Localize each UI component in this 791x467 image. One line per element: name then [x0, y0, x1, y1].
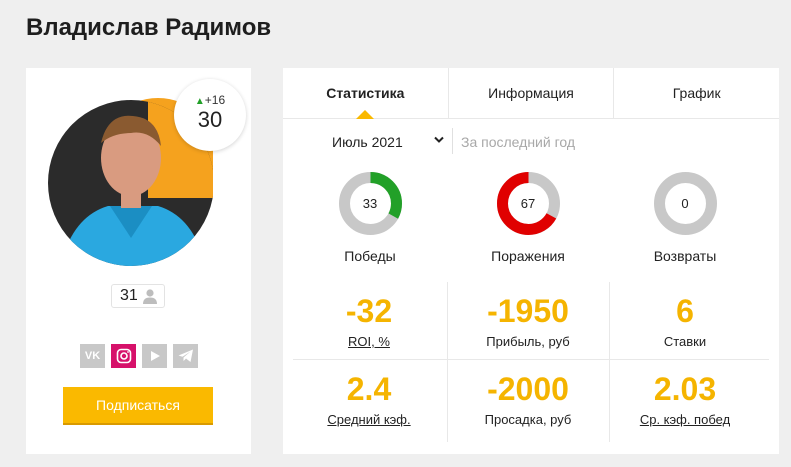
refunds-label: Возвраты [653, 248, 717, 264]
metric-avg-win-odds: 2.03 Ср. кэф. побед [610, 370, 760, 427]
tab-information[interactable]: Информация [449, 68, 615, 118]
divider [293, 359, 769, 360]
metric-drawdown: -2000 Просадка, руб [484, 371, 572, 427]
subscribe-button[interactable]: Подписаться [63, 387, 213, 425]
arrow-up-icon: ▲ [194, 96, 205, 107]
period-range-input[interactable]: За последний год [461, 134, 576, 150]
avatar-container [48, 88, 213, 268]
telegram-icon[interactable] [173, 344, 198, 368]
metric-roi: -32 ROI, % [294, 292, 444, 349]
wins-label: Победы [344, 248, 396, 264]
refunds-donut: 0 Возвраты [620, 170, 750, 264]
profile-card: ▲+16 30 31 VK Подписаться [26, 68, 251, 454]
period-divider [452, 128, 453, 154]
donut-track [653, 172, 717, 235]
avg-odds-link[interactable]: Средний кэф. [327, 412, 411, 427]
active-tab-indicator [356, 110, 375, 119]
rating-delta-value: +16 [204, 93, 226, 107]
metric-bets: 6 Ставки [663, 293, 707, 349]
wins-donut: 33 Победы [305, 170, 435, 264]
rating-badge: ▲+16 30 [174, 79, 246, 151]
roi-link[interactable]: ROI, % [348, 334, 390, 349]
tab-statistics[interactable]: Статистика [283, 68, 449, 119]
followers-count[interactable]: 31 [111, 284, 165, 308]
page-title: Владислав Радимов [26, 14, 272, 41]
user-icon [143, 289, 157, 304]
stats-card: Статистика Информация График Июль 2021 З… [283, 68, 779, 454]
rating-value: 30 [197, 107, 223, 132]
donut-fill [338, 172, 402, 235]
tabs: Статистика Информация График [283, 68, 779, 119]
period-select-value: Июль 2021 [332, 134, 403, 150]
period-select[interactable]: Июль 2021 [332, 132, 444, 152]
youtube-icon[interactable] [142, 344, 167, 368]
followers-value: 31 [120, 287, 138, 304]
avatar [48, 98, 213, 266]
losses-count: 67 [520, 196, 536, 211]
vk-icon[interactable]: VK [80, 344, 105, 368]
wins-count: 33 [362, 196, 378, 211]
losses-label: Поражения [491, 248, 565, 264]
donut-fill [496, 172, 560, 235]
rating-delta: ▲+16 [174, 93, 246, 107]
refunds-count: 0 [681, 196, 689, 211]
metric-avg-odds: 2.4 Средний кэф. [294, 370, 444, 427]
losses-donut: 67 Поражения [463, 170, 593, 264]
instagram-icon[interactable] [111, 344, 136, 368]
social-links: VK [80, 344, 198, 368]
metric-profit: -1950 Прибыль, руб [486, 293, 570, 349]
avg-win-odds-link[interactable]: Ср. кэф. побед [639, 412, 731, 427]
tab-schedule[interactable]: График [672, 85, 721, 101]
divider [609, 282, 610, 442]
divider [447, 282, 448, 442]
chevron-down-icon [434, 136, 444, 143]
